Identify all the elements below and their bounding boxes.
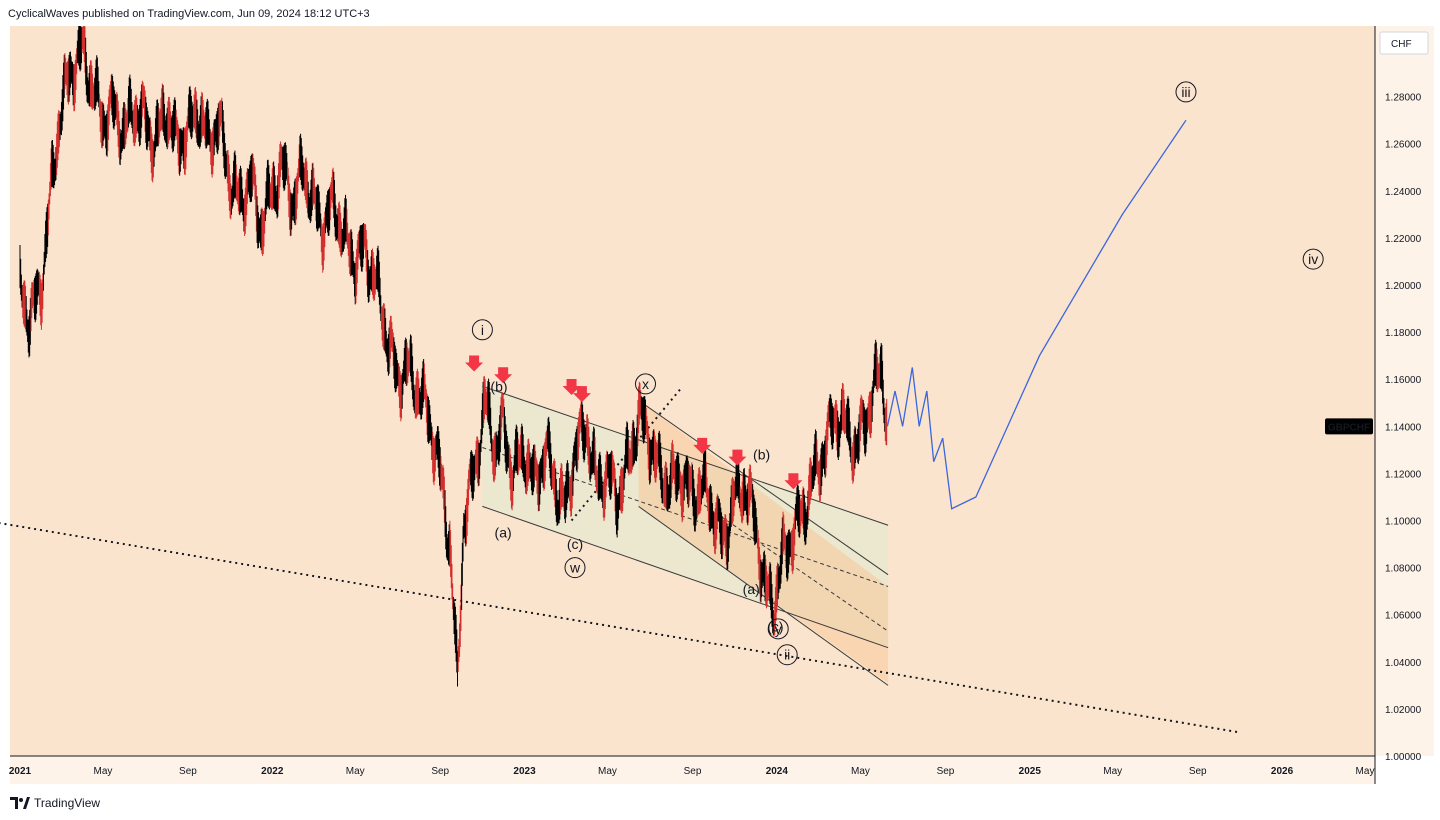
y-tick-label: 1.10000 (1385, 517, 1422, 528)
y-tick-label: 1.28000 (1385, 93, 1422, 104)
sell-arrow-marker (693, 437, 712, 454)
x-tick-label: Sep (431, 766, 449, 777)
wave-label-circle (776, 644, 798, 666)
y-tick-label: 1.18000 (1385, 328, 1422, 339)
y-tick-label: 1.22000 (1385, 234, 1422, 245)
wave-label-circle (635, 373, 657, 395)
x-tick-label: May (1356, 766, 1375, 777)
wave-label-circle (1302, 248, 1324, 270)
projection-path (886, 119, 1187, 510)
publish-info: CyclicalWaves published on TradingView.c… (8, 8, 370, 20)
wave-label-circle (564, 557, 586, 579)
x-tick-label: Sep (937, 766, 955, 777)
y-tick-label: 1.02000 (1385, 705, 1422, 716)
y-tick-label: 1.00000 (1385, 752, 1422, 763)
y-tick-label: 1.16000 (1385, 375, 1422, 386)
wave-label: (b) (753, 447, 770, 463)
wave-label: iii (1181, 84, 1190, 100)
x-tick-label: 2026 (1271, 766, 1294, 777)
currency-badge (1379, 31, 1429, 55)
wave-label-circle (471, 319, 493, 341)
tradingview-brand: TradingView (34, 796, 101, 810)
chart-footer[interactable]: TradingView (10, 794, 100, 812)
y-tick-label: 1.20000 (1385, 281, 1422, 292)
y-tick-label: 1.14000 (1385, 422, 1422, 433)
wave-label: ii (784, 647, 790, 663)
chart-header: CyclicalWaves published on TradingView.c… (0, 0, 1440, 26)
sell-arrow-marker (494, 367, 513, 384)
y-tick-label: 1.12000 (1385, 469, 1422, 480)
inner-lower-line (638, 505, 889, 686)
wave-label-circle (767, 618, 789, 640)
currency-label: CHF (1391, 39, 1412, 50)
x-tick-label: 2024 (766, 766, 789, 777)
price-axis-area (1375, 26, 1434, 756)
x-tick-label: Sep (179, 766, 197, 777)
y-tick-label: 1.06000 (1385, 611, 1422, 622)
inner-upper-line (638, 400, 889, 576)
x-tick-label: 2021 (9, 766, 32, 777)
wave-label: i (481, 322, 484, 338)
channel-lower-line (482, 505, 889, 649)
wave-label: (c) (767, 618, 783, 634)
x-tick-label: 2022 (261, 766, 284, 777)
x-tick-label: 2025 (1019, 766, 1042, 777)
symbol-badge (1325, 418, 1373, 435)
x-tick-label: Sep (1189, 766, 1207, 777)
sell-arrow-marker (784, 473, 803, 490)
sell-arrow-marker (572, 386, 591, 403)
y-tick-label: 1.08000 (1385, 564, 1422, 575)
sell-arrow-marker (562, 379, 581, 395)
wave-label: iv (1308, 251, 1318, 267)
y-tick-label: 1.26000 (1385, 140, 1422, 151)
symbol-label: GBPCHF (1328, 422, 1370, 433)
x-tick-label: 2023 (513, 766, 536, 777)
x-tick-label: May (851, 766, 870, 777)
x-tick-label: May (1103, 766, 1122, 777)
wave-label: (a) (495, 524, 512, 540)
wave-label-circle (1175, 81, 1197, 103)
wave-label: w (569, 560, 581, 576)
x-tick-label: May (598, 766, 617, 777)
y-tick-label: 1.04000 (1385, 658, 1422, 669)
x-tick-label: May (93, 766, 112, 777)
wave-label: y (775, 621, 782, 637)
channel-fill-inner (638, 400, 889, 683)
tradingview-logo-icon (10, 797, 30, 809)
wave-label: (b) (490, 378, 507, 394)
plot-background (10, 26, 1375, 756)
wave-label: (c) (567, 536, 583, 552)
y-tick-label: 1.24000 (1385, 187, 1422, 198)
wave-label: x (642, 376, 649, 392)
x-tick-label: Sep (684, 766, 702, 777)
time-axis-area (10, 756, 1375, 784)
channel-upper-line (482, 385, 889, 526)
inner-mid-line (692, 496, 889, 632)
sell-arrow-marker (465, 355, 484, 372)
x-tick-label: May (346, 766, 365, 777)
sell-arrow-marker (728, 449, 747, 466)
wave-label: (a) (743, 581, 760, 597)
